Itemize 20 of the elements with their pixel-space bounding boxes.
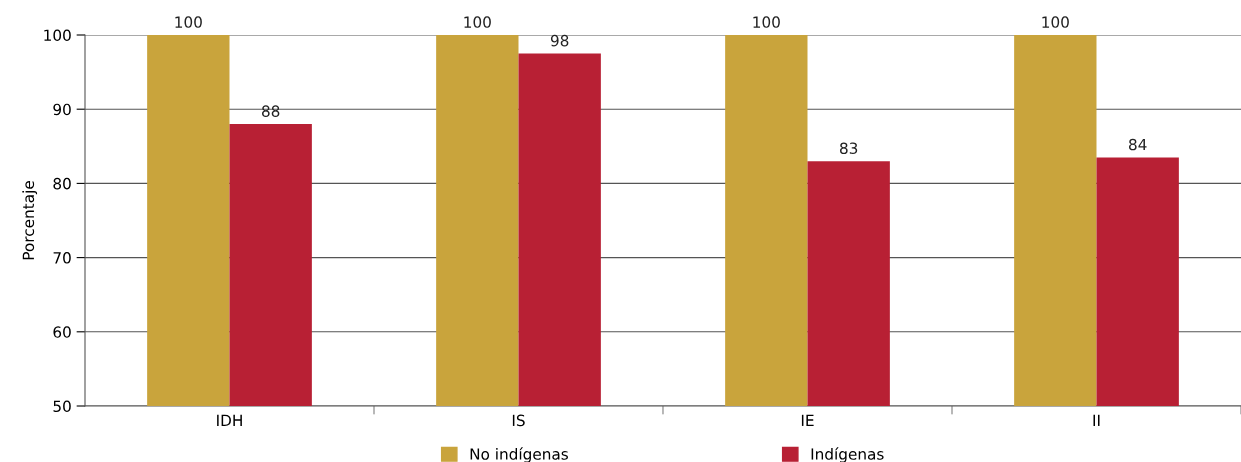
- data-label: 100: [753, 16, 780, 28]
- y-tick-label: 90: [53, 103, 71, 116]
- data-label: 83: [840, 142, 858, 155]
- x-tick-label: II: [1093, 414, 1100, 426]
- x-tick-label: IE: [801, 414, 814, 426]
- x-tick-label: IS: [512, 414, 525, 427]
- legend-label: No indígenas: [470, 447, 568, 462]
- data-label: 100: [464, 16, 491, 28]
- x-tick-label: IDH: [217, 414, 242, 426]
- data-label: 100: [175, 16, 202, 28]
- y-tick-label: 80: [53, 177, 71, 190]
- y-tick-label: 60: [53, 326, 71, 338]
- y-tick-label: 50: [53, 400, 71, 413]
- y-tick-label: 100: [44, 29, 71, 42]
- legend-label: Indígenas: [811, 447, 884, 462]
- data-label: 84: [1129, 138, 1147, 151]
- data-label: 100: [1042, 16, 1069, 28]
- data-label: 98: [550, 34, 569, 47]
- y-tick-label: 70: [53, 252, 71, 264]
- y-axis-title: Porcentaje: [22, 181, 38, 260]
